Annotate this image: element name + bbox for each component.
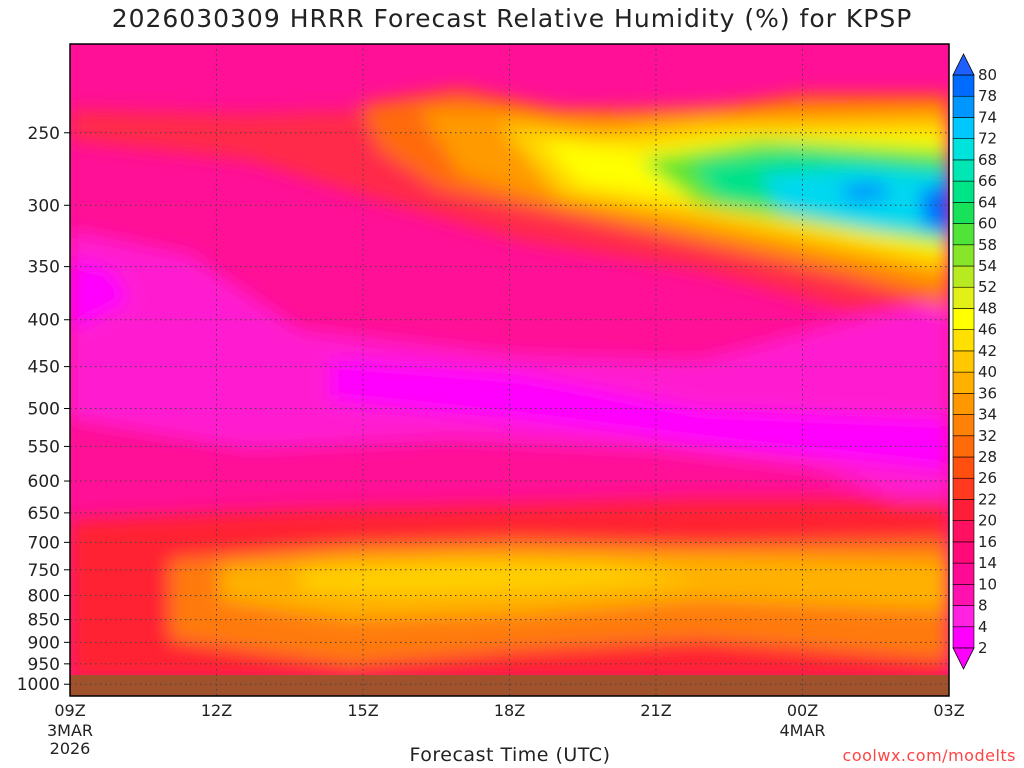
colorbar-label: 8 [978,597,988,615]
y-tick-label: 650 [28,504,60,524]
credit-link[interactable]: coolwx.com/modelts [842,746,1016,765]
colorbar-swatch [952,393,975,415]
colorbar-swatch [952,202,975,224]
x-tick-year: 2026 [50,739,91,758]
colorbar-label: 80 [978,66,997,84]
colorbar-label: 78 [978,87,997,105]
colorbar-swatch [952,286,975,309]
colorbar-label: 20 [978,512,997,530]
colorbar-swatch [952,541,975,564]
x-tick-label: 18Z [494,701,525,720]
colorbar-swatch [952,499,975,521]
colorbar-label: 28 [978,448,997,466]
y-tick-label: 450 [28,358,60,378]
colorbar-swatch [952,265,975,288]
y-tick-label: 500 [28,400,60,420]
colorbar-swatch [952,562,975,585]
colorbar-under-arrow [952,647,975,670]
y-tick-label: 350 [28,258,60,278]
colorbar-swatch [952,95,975,118]
colorbar: 8078747268666460585452484642403634322826… [952,53,997,670]
y-tick-label: 750 [28,561,60,581]
colorbar-swatch [952,329,975,352]
colorbar-label: 42 [978,342,997,360]
y-tick-label: 250 [28,124,60,144]
y-tick-label: 850 [28,611,60,631]
y-tick-label: 800 [28,586,60,606]
colorbar-swatch [952,414,975,437]
colorbar-label: 36 [978,384,997,402]
x-tick-date: 3MAR [47,721,93,740]
colorbar-swatch [952,159,975,182]
colorbar-label: 52 [978,278,997,296]
y-tick-label: 600 [28,472,60,492]
colorbar-label: 16 [978,533,997,551]
colorbar-swatch [952,456,975,479]
colorbar-over-arrow [952,53,975,76]
y-tick-label: 1000 [17,675,60,695]
y-tick-label: 550 [28,437,60,457]
colorbar-swatch [952,477,975,500]
colorbar-swatch [952,138,975,161]
colorbar-label: 68 [978,151,997,169]
colorbar-swatch [952,371,975,394]
colorbar-swatch [952,435,975,458]
colorbar-label: 72 [978,130,997,148]
colorbar-label: 54 [978,257,997,275]
colorbar-label: 40 [978,363,997,381]
colorbar-label: 22 [978,490,997,508]
chart-title: 2026030309 HRRR Forecast Relative Humidi… [111,4,913,33]
colorbar-swatch [952,605,975,628]
colorbar-label: 60 [978,215,997,233]
colorbar-label: 74 [978,108,997,126]
colorbar-label: 32 [978,427,997,445]
x-tick-label: 12Z [201,701,232,720]
colorbar-swatch [952,308,975,330]
x-tick-label: 00Z [787,701,818,720]
colorbar-swatch [952,244,975,267]
colorbar-label: 66 [978,172,997,190]
y-tick-label: 700 [28,533,60,553]
colorbar-swatch [952,350,975,373]
colorbar-swatch [952,626,975,649]
y-tick-label: 950 [28,655,60,675]
colorbar-label: 10 [978,575,997,593]
colorbar-swatch [952,74,975,97]
x-tick-label: 21Z [640,701,671,720]
colorbar-swatch [952,584,975,606]
plot-frame [69,43,950,697]
colorbar-swatch [952,223,975,246]
x-tick-label: 15Z [347,701,378,720]
colorbar-label: 14 [978,554,997,572]
x-tick-date: 4MAR [779,721,825,740]
colorbar-label: 4 [978,618,988,636]
colorbar-label: 34 [978,406,997,424]
x-tick-label: 09Z [54,701,85,720]
y-tick-label: 900 [28,633,60,653]
y-axis-ticks: 2503003504004505005506006507007508008509… [17,124,70,695]
colorbar-label: 26 [978,469,997,487]
y-tick-label: 400 [28,311,60,331]
colorbar-swatch [952,180,975,203]
colorbar-label: 48 [978,299,997,317]
y-tick-label: 300 [28,196,60,216]
colorbar-label: 58 [978,236,997,254]
colorbar-label: 64 [978,193,997,211]
x-tick-label: 03Z [933,701,964,720]
colorbar-swatch [952,117,975,139]
x-axis-label: Forecast Time (UTC) [409,744,611,766]
colorbar-label: 46 [978,321,997,339]
colorbar-label: 2 [978,639,988,657]
time-gridlines [216,44,803,696]
colorbar-swatch [952,520,975,543]
